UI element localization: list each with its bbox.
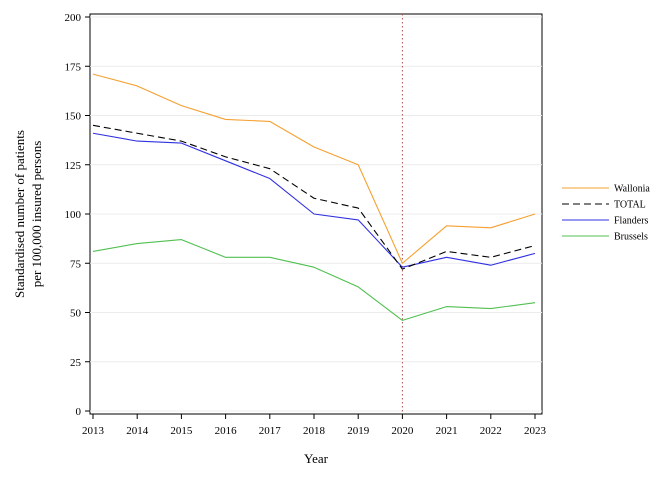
y-tick-label: 175 (65, 61, 82, 73)
series-lines (92, 73, 536, 321)
legend-label-wallonia: Wallonia (614, 184, 650, 195)
x-tick-label: 2021 (436, 425, 458, 437)
y-tick-label: 25 (70, 357, 82, 369)
x-tick-label: 2014 (126, 425, 149, 437)
y-axis-title-line-2: per 100,000 insured persons (29, 141, 44, 288)
x-tick-label: 2015 (170, 425, 193, 437)
y-tick-label: 50 (70, 308, 82, 320)
y-tick-label: 75 (70, 258, 82, 270)
x-tick-label: 2019 (347, 425, 370, 437)
x-tick-label: 2017 (259, 425, 282, 437)
x-tick-label: 2013 (82, 425, 105, 437)
gridlines (90, 16, 542, 412)
x-tick-label: 2020 (391, 425, 414, 437)
y-tick-label: 200 (65, 12, 82, 24)
y-tick-label: 100 (65, 209, 82, 221)
y-axis: 0 25 50 75 100 125 150 175 200 (65, 12, 90, 418)
legend: Wallonia TOTAL Flanders Brussels (562, 184, 650, 243)
series-line-total (92, 124, 536, 270)
y-tick-label: 150 (65, 111, 82, 123)
y-tick-label: 125 (65, 160, 82, 172)
series-line-flanders (92, 132, 536, 268)
x-tick-label: 2018 (303, 425, 326, 437)
x-tick-label: 2022 (480, 425, 502, 437)
x-axis-title: Year (304, 451, 329, 466)
series-line-wallonia (92, 73, 536, 264)
x-tick-label: 2016 (215, 425, 238, 437)
series-line-brussels (92, 239, 536, 321)
x-tick-label: 2023 (524, 425, 547, 437)
legend-label-flanders: Flanders (614, 216, 649, 227)
legend-label-total: TOTAL (614, 200, 646, 211)
x-axis: 2013 2014 2015 2016 2017 2018 2019 2020 2021 2022… (82, 414, 547, 437)
y-axis-title: Standardised number of patients per 100,… (12, 130, 44, 298)
legend-label-brussels: Brussels (614, 232, 648, 243)
y-tick-label: 0 (76, 406, 82, 418)
y-axis-title-line-1: Standardised number of patients (12, 130, 27, 298)
